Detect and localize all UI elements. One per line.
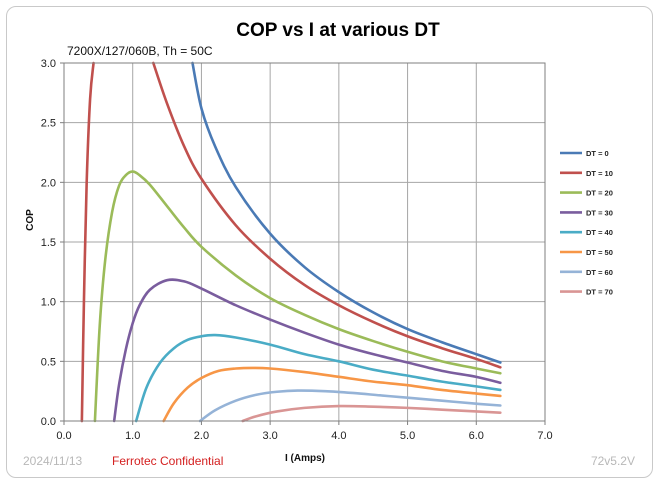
footer-confidential: Ferrotec Confidential <box>112 454 223 468</box>
legend-label: DT = 70 <box>586 288 613 297</box>
footer-version: 72v5.2V <box>591 454 635 468</box>
legend-label: DT = 50 <box>586 248 613 257</box>
y-tick-label: 2.0 <box>41 177 56 189</box>
series-line-dt-0 <box>191 61 502 364</box>
series-lines <box>80 61 502 423</box>
legend-label: DT = 30 <box>586 208 613 217</box>
legend-label: DT = 20 <box>586 189 613 198</box>
series-line-dt-30 <box>112 278 502 423</box>
series-line-dt-20 <box>93 170 502 423</box>
x-tick-label: 7.0 <box>537 430 552 442</box>
x-axis-label: I (Amps) <box>285 453 325 464</box>
plot-frame <box>63 62 546 422</box>
series-line-dt-50 <box>162 366 502 423</box>
series-line-dt-40 <box>134 333 502 423</box>
y-tick-label: 2.5 <box>41 118 56 130</box>
x-tick-label: 4.0 <box>331 430 346 442</box>
plot-area-border <box>63 62 546 422</box>
series-line-dt-70 <box>241 404 502 423</box>
y-axis-label: COP <box>25 209 36 231</box>
legend-label: DT = 60 <box>586 268 613 277</box>
chart-title: COP vs I at various DT <box>236 20 440 41</box>
series-line-dt-10 <box>152 61 502 369</box>
legend: DT = 0 DT = 10 DT = 20 DT = 30 DT = 40 DT = 5… <box>560 149 613 297</box>
x-tick-label: 1.0 <box>125 430 140 442</box>
footer-date: 2024/11/13 <box>23 454 82 468</box>
legend-label: DT = 10 <box>586 169 613 178</box>
series-line-dt-10 <box>80 61 95 423</box>
y-tick-label: 1.5 <box>41 237 56 249</box>
y-tick-label: 0.0 <box>41 416 56 428</box>
legend-label: DT = 40 <box>586 228 613 237</box>
tick-labels: 0.0 1.0 2.0 3.0 4.0 5.0 6.0 7.0 0.0 0.5 1.0 1.5 2.0 2… <box>41 58 553 442</box>
x-tick-label: 6.0 <box>469 430 484 442</box>
chart-subtitle: 7200X/127/060B, Th = 50C <box>67 44 213 58</box>
y-tick-label: 3.0 <box>41 58 56 70</box>
series-line-dt-60 <box>198 389 502 423</box>
legend-label: DT = 0 <box>586 149 609 158</box>
x-tick-label: 3.0 <box>262 430 277 442</box>
y-tick-label: 0.5 <box>41 356 56 368</box>
x-tick-label: 0.0 <box>56 430 71 442</box>
x-tick-label: 2.0 <box>194 430 209 442</box>
y-tick-label: 1.0 <box>41 297 56 309</box>
x-tick-label: 5.0 <box>400 430 415 442</box>
